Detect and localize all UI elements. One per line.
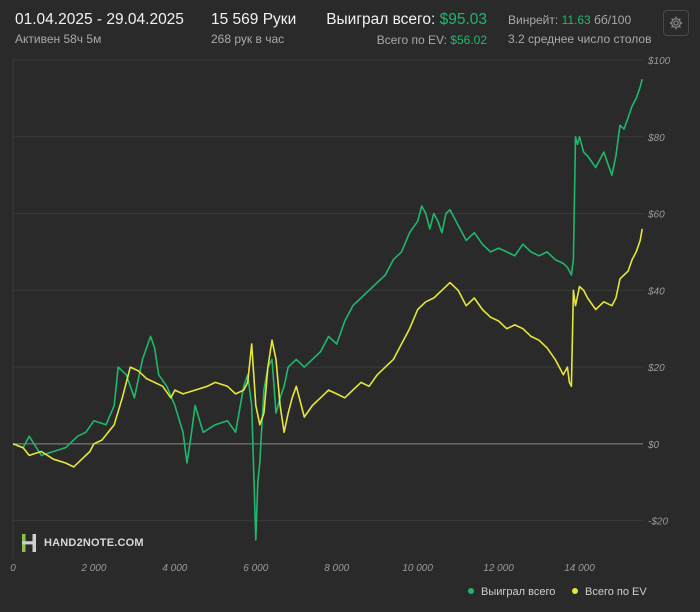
gear-icon xyxy=(669,16,683,30)
date-range: 01.04.2025 - 29.04.2025 xyxy=(15,11,184,28)
legend-label-ev: Всего по EV xyxy=(585,586,647,598)
won-total: Выиграл всего: $95.03 xyxy=(326,11,487,29)
ev-total: Всего по EV: $56.02 xyxy=(377,33,487,47)
legend-dot-ev xyxy=(572,588,578,595)
settings-button[interactable] xyxy=(663,10,689,36)
avg-tables: 3.2 среднее число столов xyxy=(508,32,652,46)
hand2note-logo xyxy=(22,534,36,552)
y-tick-label: $0 xyxy=(647,440,660,451)
y-tick-label: $60 xyxy=(647,210,665,221)
series-line-ev xyxy=(12,228,643,468)
profit-chart: -$20 $0 $20 $40 $60 $80 $100 0 2 000 4 000 6 000 8 … xyxy=(10,56,671,574)
stats-header: 01.04.2025 - 29.04.2025 Активен 58ч 5м 1… xyxy=(0,0,700,52)
won-label: Выиграл всего: xyxy=(326,11,436,28)
watermark-text: HAND2NOTE.COM xyxy=(44,537,144,549)
x-tick-label: 4 000 xyxy=(162,563,187,574)
legend-item-won[interactable]: Выиграл всего xyxy=(468,586,555,598)
y-tick-label: $100 xyxy=(647,56,671,67)
y-tick-label: $80 xyxy=(647,133,665,144)
x-tick-label: 8 000 xyxy=(324,563,349,574)
x-tick-label: 10 000 xyxy=(402,563,433,574)
legend-dot-won xyxy=(468,588,474,595)
won-value: $95.03 xyxy=(439,11,487,28)
x-tick-label: 2 000 xyxy=(80,563,106,574)
active-time: Активен 58ч 5м xyxy=(15,32,102,46)
hands-count: 15 569 Руки xyxy=(211,11,297,28)
legend-label-won: Выиграл всего xyxy=(481,586,556,598)
x-tick-label: 12 000 xyxy=(483,563,514,574)
y-tick-label: -$20 xyxy=(648,517,668,528)
winrate: Винрейт: 11.63 бб/100 xyxy=(508,13,631,27)
ev-value: $56.02 xyxy=(450,33,487,47)
ev-label: Всего по EV: xyxy=(376,33,447,47)
x-tick-label: 0 xyxy=(10,563,16,574)
series-line-won xyxy=(12,78,643,541)
y-tick-label: $40 xyxy=(647,286,665,297)
watermark: HAND2NOTE.COM xyxy=(20,533,144,553)
y-tick-label: $20 xyxy=(647,363,665,374)
winrate-label: Винрейт: xyxy=(508,13,559,27)
winrate-value: 11.63 xyxy=(561,13,591,27)
x-tick-label: 14 000 xyxy=(564,563,595,574)
x-tick-label: 6 000 xyxy=(243,563,268,574)
winrate-unit: бб/100 xyxy=(594,13,632,27)
hands-per-hour: 268 рук в час xyxy=(211,32,285,46)
legend-item-ev[interactable]: Всего по EV xyxy=(572,586,647,598)
